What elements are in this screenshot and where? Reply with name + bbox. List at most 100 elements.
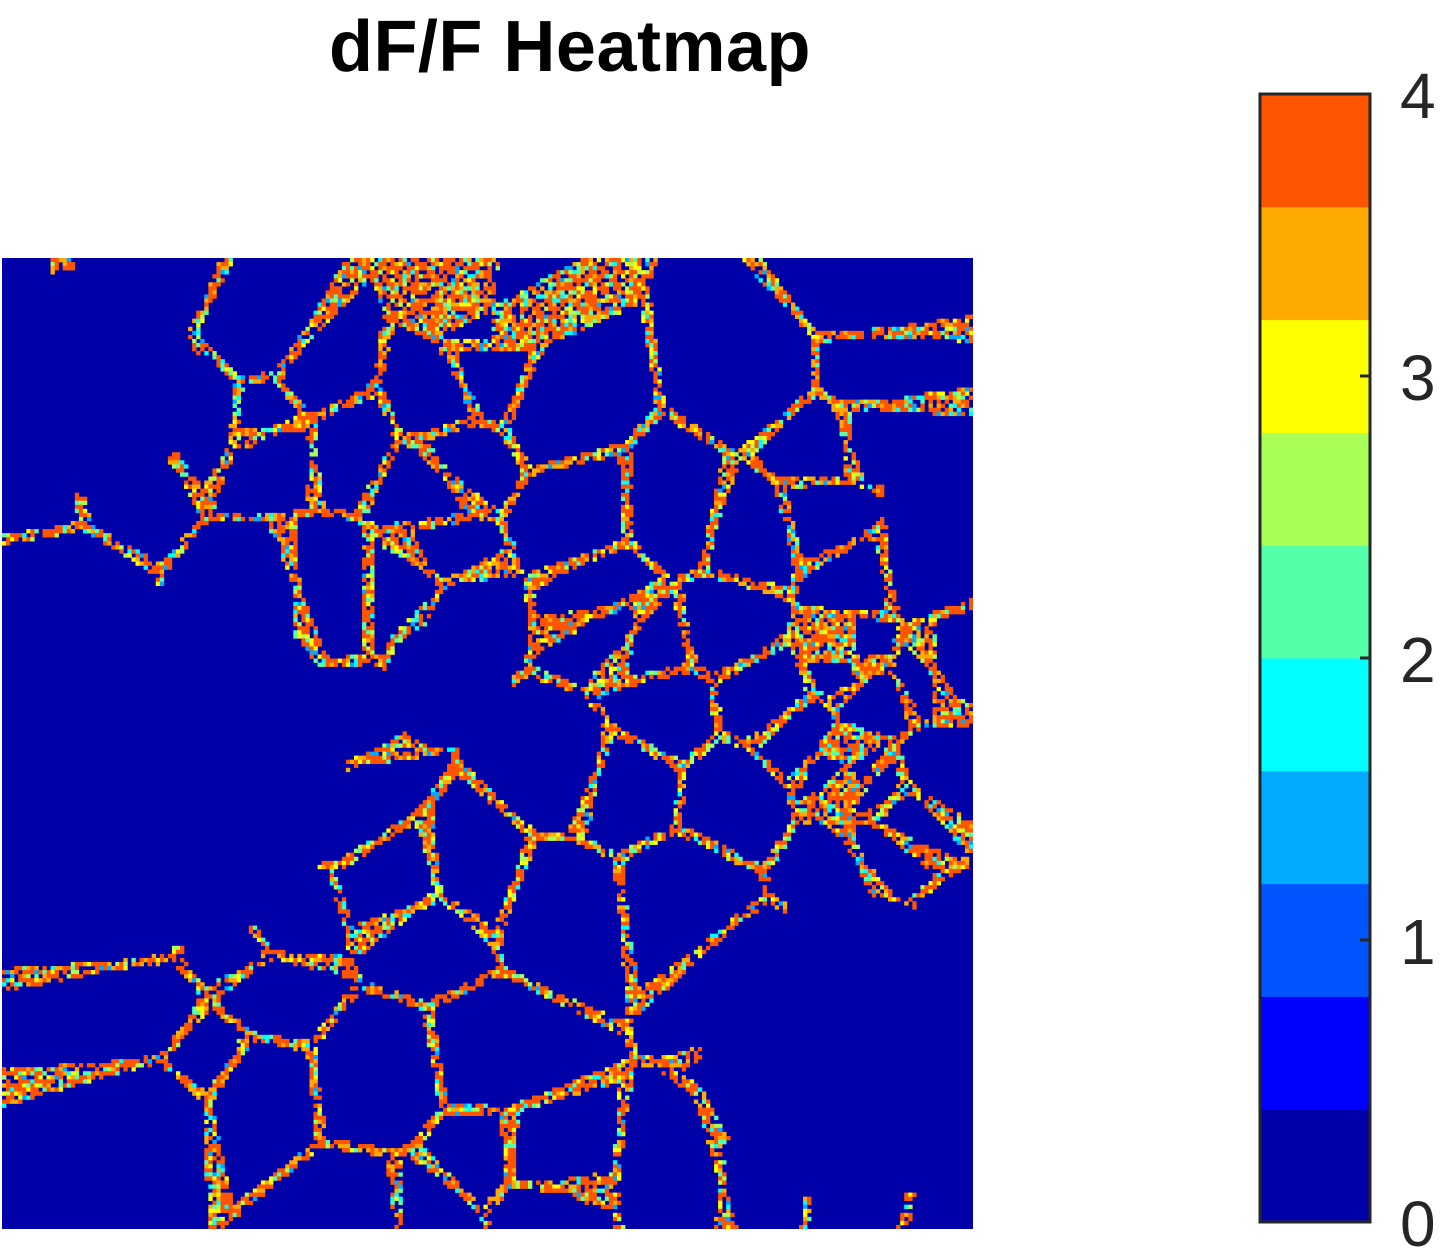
- heatmap-cell: [289, 520, 294, 526]
- heatmap-cell: [519, 338, 525, 344]
- heatmap-cell: [378, 759, 383, 765]
- heatmap-cell: [463, 500, 468, 506]
- heatmap-cell: [167, 561, 173, 566]
- heatmap-cell: [370, 634, 375, 639]
- heatmap-cell: [455, 342, 460, 348]
- heatmap-cell: [940, 674, 945, 680]
- heatmap-cell: [835, 618, 840, 623]
- heatmap-cell: [766, 759, 772, 765]
- heatmap-cell: [697, 747, 703, 752]
- heatmap-cell: [616, 682, 622, 688]
- heatmap-cell: [366, 557, 371, 562]
- heatmap-cell: [418, 561, 424, 566]
- heatmap-cell: [657, 565, 662, 570]
- heatmap-cell: [625, 601, 630, 607]
- heatmap-cell: [859, 755, 865, 760]
- heatmap-cell: [681, 415, 687, 421]
- heatmap-cell: [790, 525, 796, 530]
- heatmap-cell: [794, 585, 800, 591]
- heatmap-cell: [928, 399, 933, 404]
- heatmap-cell: [289, 553, 294, 558]
- heatmap-cell: [616, 310, 622, 315]
- heatmap-cell: [552, 290, 557, 295]
- heatmap-cell: [159, 581, 165, 587]
- heatmap-cell: [527, 472, 533, 477]
- heatmap-cell: [426, 605, 432, 611]
- heatmap-cell: [345, 658, 351, 663]
- heatmap-cell: [580, 318, 585, 324]
- heatmap-cell: [726, 739, 731, 744]
- heatmap-cell: [515, 492, 521, 498]
- heatmap-cell: [782, 719, 788, 724]
- heatmap-cell: [855, 670, 861, 676]
- heatmap-cell: [649, 601, 654, 607]
- heatmap-cell: [341, 403, 347, 408]
- heatmap-cell: [625, 545, 630, 550]
- heatmap-cell: [532, 472, 537, 477]
- heatmap-cell: [548, 618, 553, 623]
- heatmap-cell: [843, 699, 848, 704]
- heatmap-cell: [746, 739, 751, 744]
- heatmap-cell: [960, 391, 966, 396]
- heatmap-cell: [540, 310, 545, 315]
- heatmap-cell: [900, 634, 905, 639]
- heatmap-cell: [374, 383, 379, 388]
- heatmap-cell: [220, 359, 225, 364]
- heatmap-cell: [621, 274, 626, 279]
- heatmap-cell: [398, 278, 403, 283]
- heatmap-cell: [252, 431, 258, 437]
- heatmap-cell: [738, 448, 743, 453]
- heatmap-cell: [936, 723, 941, 728]
- heatmap-cell: [370, 488, 375, 493]
- heatmap-cell: [402, 286, 407, 291]
- heatmap-cell: [252, 440, 258, 445]
- heatmap-cell: [378, 286, 383, 291]
- heatmap-cell: [790, 306, 796, 311]
- heatmap-cell: [321, 314, 326, 319]
- heatmap-cell: [438, 286, 444, 291]
- heatmap-cell: [475, 314, 480, 319]
- heatmap-cell: [645, 427, 650, 433]
- heatmap-cell: [612, 723, 618, 728]
- heatmap-cell: [803, 569, 808, 574]
- heatmap-cell: [576, 460, 581, 465]
- heatmap-cell: [726, 731, 731, 736]
- heatmap-cell: [362, 626, 367, 631]
- heatmap-cell: [556, 306, 561, 311]
- heatmap-cell: [843, 747, 848, 752]
- heatmap-cell: [952, 605, 958, 611]
- heatmap-cell: [228, 440, 233, 445]
- heatmap-cell: [677, 775, 682, 781]
- heatmap-cell: [200, 492, 205, 498]
- heatmap-cell: [637, 593, 642, 599]
- heatmap-cell: [576, 290, 581, 295]
- heatmap-cell: [499, 431, 504, 437]
- heatmap-cell: [750, 464, 755, 469]
- heatmap-cell: [847, 638, 852, 643]
- heatmap-cell: [645, 286, 650, 291]
- heatmap-cell: [621, 480, 626, 485]
- heatmap-cell: [536, 614, 541, 619]
- heatmap-cell: [362, 609, 367, 615]
- heatmap-cell: [192, 318, 197, 324]
- heatmap-cell: [511, 407, 517, 413]
- heatmap-cell: [362, 533, 367, 538]
- heatmap-cell: [847, 743, 852, 748]
- heatmap-cell: [904, 775, 909, 781]
- heatmap-cell: [956, 387, 962, 392]
- heatmap-cell: [799, 650, 804, 655]
- heatmap-cell: [629, 533, 634, 538]
- heatmap-cell: [750, 747, 755, 752]
- heatmap-cell: [592, 771, 598, 777]
- heatmap-cell: [240, 427, 246, 433]
- heatmap-cell: [653, 601, 658, 607]
- heatmap-cell: [499, 322, 504, 328]
- heatmap-cell: [948, 407, 954, 413]
- heatmap-cell: [499, 549, 504, 554]
- heatmap-cell: [74, 500, 80, 506]
- heatmap-cell: [503, 541, 509, 546]
- heatmap-cell: [661, 674, 666, 680]
- heatmap-cell: [228, 258, 233, 263]
- heatmap-cell: [402, 314, 407, 319]
- heatmap-cell: [321, 407, 326, 413]
